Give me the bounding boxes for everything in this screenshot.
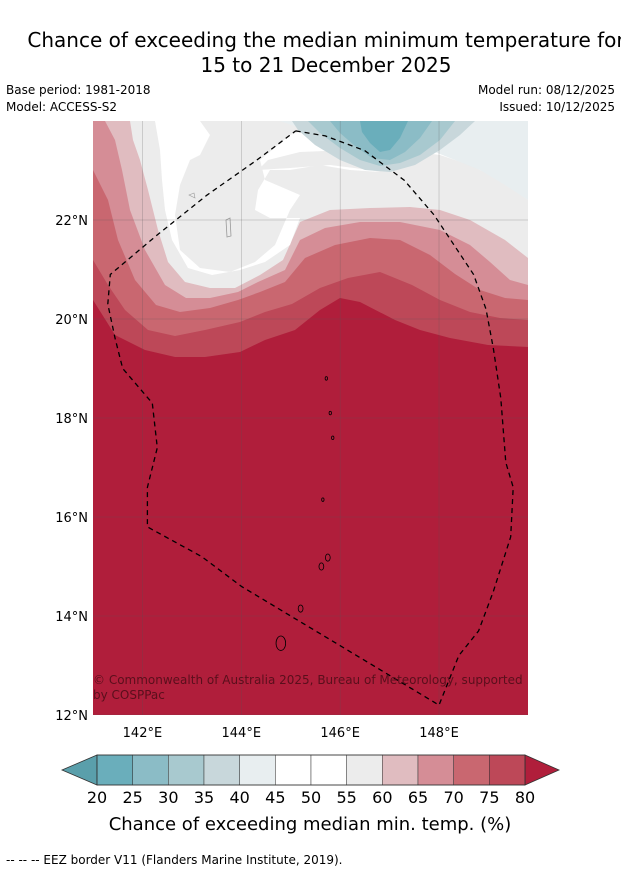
colorbar-segment-5 xyxy=(275,754,312,786)
colorbar-frame xyxy=(96,754,526,786)
colorbar-tick-10: 70 xyxy=(443,788,463,807)
colorbar-segment-1 xyxy=(132,754,169,786)
islands xyxy=(275,376,335,651)
colorbar-tick-4: 40 xyxy=(229,788,249,807)
colorbar-tick-0: 20 xyxy=(87,788,107,807)
island-4 xyxy=(321,497,325,502)
probability-field: © Commonwealth of Australia 2025, Bureau… xyxy=(93,121,528,715)
island-6 xyxy=(328,410,332,416)
small-contour xyxy=(225,217,232,238)
colorbar-title: Chance of exceeding median min. temp. (%… xyxy=(109,814,512,835)
island-1 xyxy=(297,604,304,613)
longitude-labels: 142°E 144°E 146°E 148°E xyxy=(123,726,459,741)
lat-tick-label-1: 14°N xyxy=(55,610,88,625)
meta-right: Model run: 08/12/2025 Issued: 10/12/2025 xyxy=(478,82,615,116)
title-line-1: Chance of exceeding the median minimum t… xyxy=(27,28,621,52)
small-contour-2 xyxy=(188,192,196,199)
lat-tick-label-2: 16°N xyxy=(55,511,88,526)
colorbar-tick-9: 65 xyxy=(408,788,428,807)
lat-tick-label-3: 18°N xyxy=(55,412,88,427)
eez-footnote: -- -- -- EEZ border V11 (Flanders Marine… xyxy=(6,853,343,867)
meta-left: Base period: 1981-2018 Model: ACCESS-S2 xyxy=(6,82,151,116)
colorbar: 20 25 30 35 40 45 50 55 60 65 70 75 80 xyxy=(60,754,560,807)
colorbar-segment-3 xyxy=(203,754,240,786)
lon-tick-label-0: 142°E xyxy=(123,726,163,741)
copyright-line-2: by COSPPac xyxy=(93,688,165,702)
colorbar-tick-3: 35 xyxy=(194,788,214,807)
lon-tick-label-3: 148°E xyxy=(419,726,459,741)
issued-date: Issued: 10/12/2025 xyxy=(499,100,615,114)
band-40-45 xyxy=(280,121,528,200)
colorbar-segment-8 xyxy=(382,754,419,786)
lat-tick-label-4: 20°N xyxy=(55,313,88,328)
colorbar-under-arrow xyxy=(60,754,98,786)
base-period: Base period: 1981-2018 xyxy=(6,83,151,97)
colorbar-segment-7 xyxy=(346,754,383,786)
colorbar-tick-7: 55 xyxy=(336,788,356,807)
model-run: Model run: 08/12/2025 xyxy=(477,83,615,97)
lat-tick-label-0: 12°N xyxy=(55,709,88,724)
colorbar-tick-6: 50 xyxy=(301,788,321,807)
colorbar-segment-4 xyxy=(239,754,276,786)
colorbar-segment-10 xyxy=(453,754,490,786)
colorbar-segment-6 xyxy=(310,754,347,786)
band-55-60-upper xyxy=(258,150,528,222)
island-3 xyxy=(325,553,331,562)
graticule xyxy=(93,121,528,715)
island-5 xyxy=(331,435,335,440)
island-0 xyxy=(275,635,287,651)
colorbar-tick-5: 45 xyxy=(265,788,285,807)
model-name: Model: ACCESS-S2 xyxy=(6,100,118,114)
band-20-25 xyxy=(360,121,408,152)
colorbar-segment-11 xyxy=(489,754,526,786)
latitude-labels: 12°N 14°N 16°N 18°N 20°N 22°N xyxy=(55,214,88,724)
colorbar-segment-9 xyxy=(417,754,454,786)
lon-tick-label-2: 146°E xyxy=(320,726,360,741)
island-7 xyxy=(324,376,328,381)
colorbar-tick-2: 30 xyxy=(158,788,178,807)
colorbar-tick-11: 75 xyxy=(479,788,499,807)
eez-border-line xyxy=(107,130,514,707)
island-2 xyxy=(318,562,325,571)
colorbar-segment-0 xyxy=(96,754,133,786)
colorbar-tick-12: 80 xyxy=(515,788,535,807)
colorbar-over-arrow xyxy=(524,754,560,786)
lat-tick-label-5: 22°N xyxy=(55,214,88,229)
lon-tick-label-1: 144°E xyxy=(222,726,262,741)
colorbar-segment-2 xyxy=(168,754,205,786)
title-line-2: 15 to 21 December 2025 xyxy=(200,53,452,77)
colorbar-tick-1: 25 xyxy=(122,788,142,807)
colorbar-tick-8: 60 xyxy=(372,788,392,807)
copyright-line-1: © Commonwealth of Australia 2025, Bureau… xyxy=(93,673,523,687)
map-title: Chance of exceeding the median minimum t… xyxy=(0,28,621,78)
